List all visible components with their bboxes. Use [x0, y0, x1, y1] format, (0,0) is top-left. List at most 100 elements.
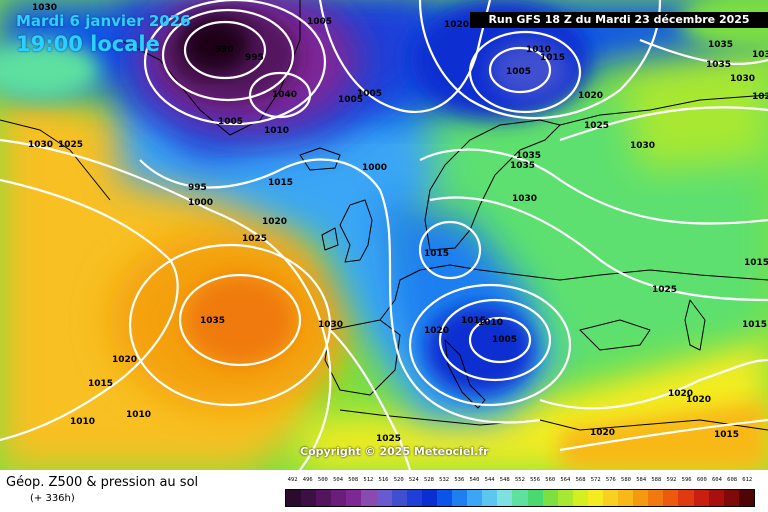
isobar [143, 0, 327, 126]
isobar [178, 273, 302, 367]
color-scale-swatch [618, 490, 634, 506]
isobar-label: 1020 [262, 217, 287, 227]
color-scale-label: 580 [621, 477, 631, 483]
color-scale-swatch [286, 490, 302, 506]
isobar [183, 20, 267, 80]
isobar-label: 1030 [512, 194, 537, 204]
isobar-label: 1025 [652, 285, 677, 295]
color-scale-swatch [391, 490, 407, 506]
isobar-label: 1030 [630, 141, 655, 151]
isobar-label: 995 [188, 183, 207, 193]
color-scale-label: 596 [681, 477, 692, 483]
isobar [488, 46, 552, 94]
isobar-label: 1035 [708, 40, 733, 50]
color-scale-swatch [678, 490, 694, 506]
isobar-label: 1025 [242, 234, 267, 244]
forecast-lead-time: (+ 336h) [30, 493, 75, 504]
color-scale-swatch [497, 490, 513, 506]
isobar-label: 1015 [424, 249, 449, 259]
isobar-label: 1030 [32, 3, 57, 13]
color-scale-label: 604 [711, 477, 722, 483]
coastline-continent [379, 264, 768, 321]
color-scale-label: 516 [378, 477, 389, 483]
color-scale-label: 536 [454, 477, 465, 483]
color-scale-swatch [436, 490, 453, 506]
isobar-label: 1005 [357, 89, 382, 99]
color-scale-swatch [482, 490, 498, 506]
color-scale-label: 592 [666, 477, 677, 483]
isobar-label: 1015 [540, 53, 565, 63]
isobar-label: 1005 [492, 335, 517, 345]
color-scale-swatch [452, 490, 468, 506]
color-scale-swatch [421, 490, 437, 506]
isobar-label: 1035 [510, 161, 535, 171]
isobar-label: 1010 [126, 410, 151, 420]
isobar-label: 1030 [318, 320, 343, 330]
color-scale-label: 508 [348, 477, 359, 483]
isobar [0, 138, 332, 470]
isobar [419, 148, 768, 225]
forecast-map: 990 995 1040 1010 1005 1005 1005 1005 10… [0, 0, 768, 470]
color-scale: 492 496 500 504 508 512 516 520 524 528 532 536 540 5… [285, 477, 755, 507]
color-scale-label: 492 [287, 477, 298, 483]
isobar-label: 1015 [744, 258, 768, 268]
isobar-label: 1000 [188, 198, 213, 208]
color-scale-label: 504 [333, 477, 344, 483]
isobar [559, 418, 768, 452]
color-scale-swatch [361, 490, 377, 506]
color-scale-swatch [602, 490, 619, 506]
color-scale-label: 560 [545, 477, 556, 483]
color-scale-label: 552 [514, 477, 525, 483]
isobar [329, 329, 412, 470]
isobar-label: 1015 [461, 316, 486, 326]
isobar [248, 71, 312, 119]
isobar [468, 316, 532, 364]
geopotential-field [0, 0, 768, 470]
color-scale-label: 568 [575, 477, 586, 483]
color-scale-label: 532 [439, 477, 450, 483]
isobar [0, 178, 179, 442]
isobar-label: 1020 [590, 428, 615, 438]
legend-title: Géop. Z500 & pression au sol [6, 475, 199, 490]
isobar-label: 1015 [268, 178, 293, 188]
isobar-label: 1030 [730, 74, 755, 84]
color-scale-swatch [572, 490, 588, 506]
color-scale-swatch [738, 490, 754, 506]
color-scale-swatch [301, 490, 317, 506]
color-scale-swatch [557, 490, 573, 506]
color-scale-swatch [693, 490, 709, 506]
color-scale-labels: 492 496 500 504 508 512 516 520 524 528 532 536 540 5… [285, 477, 755, 487]
isobar-label: 1040 [272, 90, 297, 100]
isobar [318, 0, 492, 113]
color-scale-label: 572 [590, 477, 601, 483]
color-scale-label: 540 [469, 477, 480, 483]
color-scale-swatch [376, 490, 392, 506]
isobar [139, 158, 541, 424]
color-scale-label: 496 [302, 477, 313, 483]
color-scale-label: 524 [408, 477, 419, 483]
color-scale-swatch [406, 490, 422, 506]
isobar-label: 1000 [362, 163, 387, 173]
color-scale-swatch [512, 490, 528, 506]
isobar-label: 1010 [526, 45, 551, 55]
color-scale-label: 608 [727, 477, 738, 483]
color-scale-swatch [708, 490, 724, 506]
isobar-label: 1020 [686, 395, 711, 405]
color-scale-swatch [346, 490, 362, 506]
isobar [438, 298, 552, 382]
color-scale-label: 600 [696, 477, 707, 483]
isobar [128, 243, 332, 407]
isobar [559, 106, 768, 142]
color-scale-swatch [633, 490, 649, 506]
coastline-britain [339, 199, 373, 263]
isobar [418, 220, 482, 280]
color-scale-label: 556 [530, 477, 541, 483]
color-scale-swatch [527, 490, 543, 506]
color-scale-label: 576 [605, 477, 616, 483]
isobar-label: 1020 [752, 92, 768, 102]
copyright-text: Copyright © 2025 Meteociel.fr [300, 445, 489, 458]
isobar-label: 1005 [338, 95, 363, 105]
isobar-label: 1005 [506, 67, 531, 77]
color-scale-label: 512 [363, 477, 374, 483]
isobar-label: 990 [215, 45, 234, 55]
